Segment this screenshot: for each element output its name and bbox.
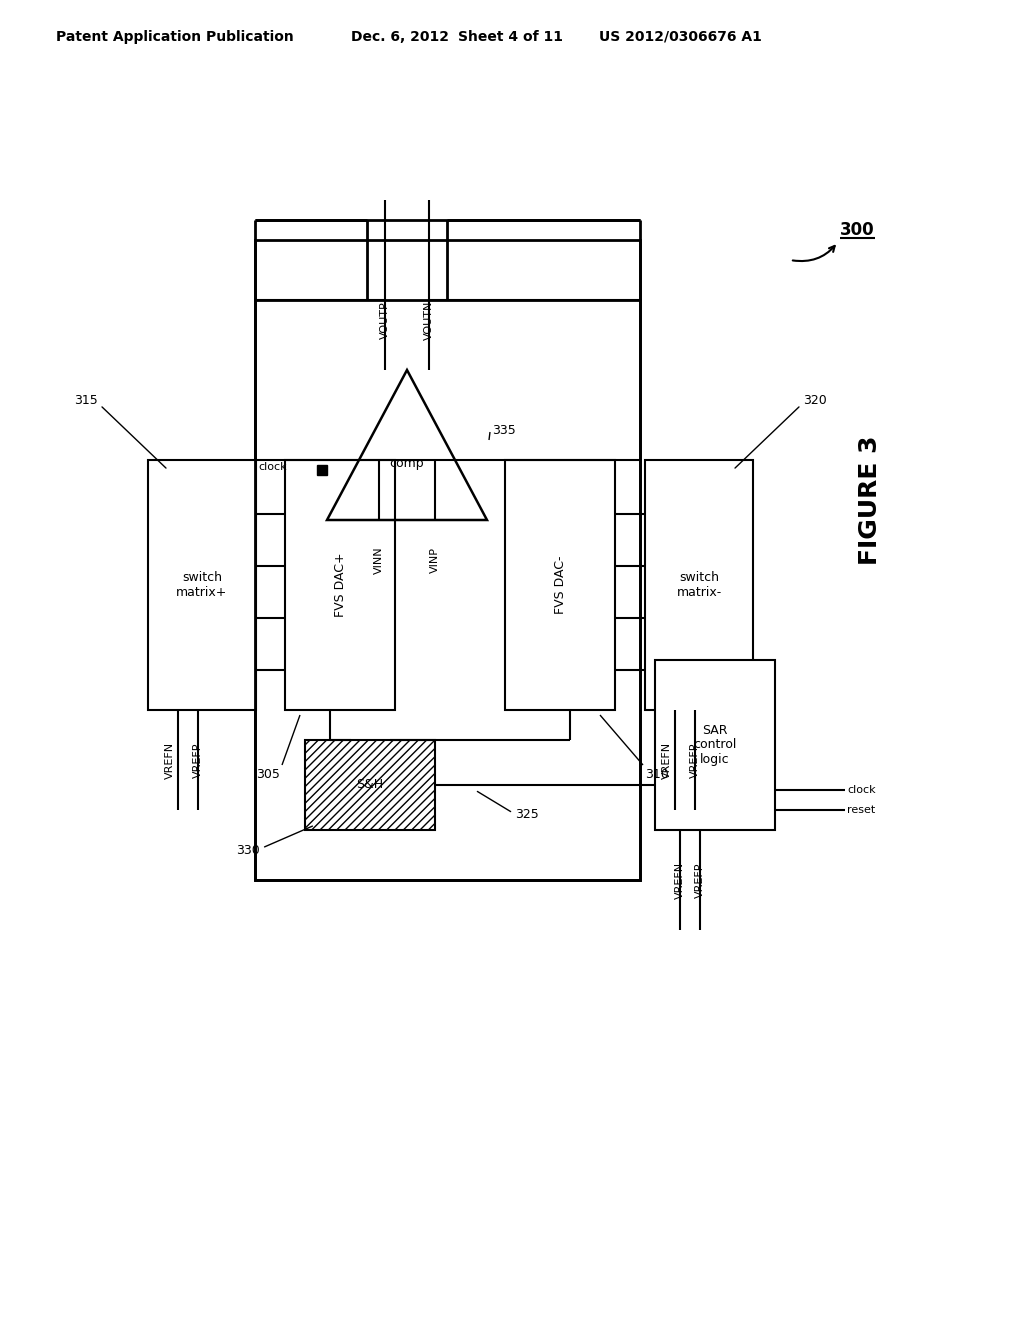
Text: FVS DAC+: FVS DAC+ — [334, 553, 346, 618]
Text: switch
matrix-: switch matrix- — [677, 572, 722, 599]
Text: clock: clock — [258, 462, 287, 473]
Text: VREFP: VREFP — [690, 742, 700, 777]
Bar — [148, 459, 256, 710]
Bar — [255, 240, 640, 880]
Bar — [655, 660, 775, 830]
Text: VREFP: VREFP — [695, 862, 705, 898]
Text: comp: comp — [390, 457, 424, 470]
Bar — [305, 741, 435, 830]
Text: Patent Application Publication: Patent Application Publication — [56, 30, 294, 44]
Text: 315: 315 — [75, 393, 98, 407]
Text: 300: 300 — [840, 220, 874, 239]
Text: SAR
control
logic: SAR control logic — [693, 723, 736, 767]
Text: 330: 330 — [237, 843, 260, 857]
Text: clock: clock — [847, 785, 876, 795]
Text: 305: 305 — [256, 768, 280, 781]
Text: FIGURE 3: FIGURE 3 — [858, 436, 882, 565]
Text: US 2012/0306676 A1: US 2012/0306676 A1 — [599, 30, 762, 44]
Text: VOUTP: VOUTP — [380, 301, 390, 339]
Bar — [285, 459, 395, 710]
Bar — [317, 465, 327, 475]
Bar — [255, 300, 640, 880]
Text: VINP: VINP — [430, 546, 440, 573]
Text: reset: reset — [847, 805, 876, 814]
Text: 310: 310 — [645, 768, 669, 781]
Text: VINN: VINN — [374, 546, 384, 574]
Text: 320: 320 — [803, 393, 826, 407]
Text: VOUTN: VOUTN — [424, 301, 434, 339]
Text: VREFN: VREFN — [662, 742, 672, 779]
Text: VREFP: VREFP — [193, 742, 203, 777]
Text: S&H: S&H — [356, 779, 384, 792]
Bar — [645, 459, 753, 710]
Text: 335: 335 — [492, 424, 516, 437]
Text: VREFN: VREFN — [165, 742, 175, 779]
Bar — [505, 459, 615, 710]
Text: Dec. 6, 2012: Dec. 6, 2012 — [351, 30, 449, 44]
Text: switch
matrix+: switch matrix+ — [176, 572, 227, 599]
Text: Sheet 4 of 11: Sheet 4 of 11 — [458, 30, 562, 44]
Text: VREFN: VREFN — [675, 862, 685, 899]
Text: 325: 325 — [515, 808, 539, 821]
Text: FVS DAC-: FVS DAC- — [554, 556, 566, 614]
